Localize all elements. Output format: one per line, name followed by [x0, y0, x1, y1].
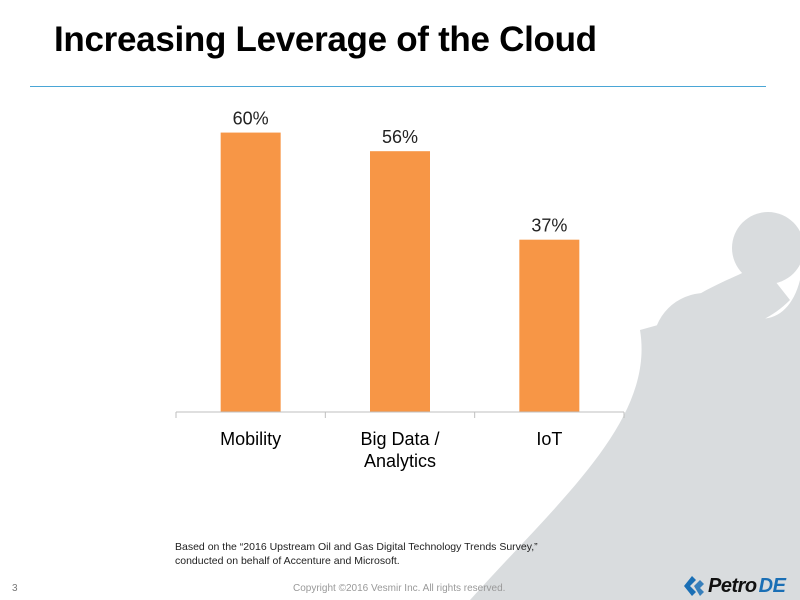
slide-title: Increasing Leverage of the Cloud: [54, 20, 597, 59]
bar-2: [519, 239, 580, 412]
data-label-1: 56%: [382, 127, 418, 147]
category-label-1: Big Data / Analytics: [360, 429, 439, 471]
petrode-logo-icon: [684, 576, 704, 596]
page-number: 3: [12, 583, 18, 594]
source-line-2: conducted on behalf of Accenture and Mic…: [175, 555, 400, 567]
logo-text-de: DE: [758, 574, 786, 597]
title-divider: [30, 86, 766, 87]
copyright-text: Copyright ©2016 Vesmir Inc. All rights r…: [293, 583, 506, 594]
logo-text-petro: Petro: [708, 574, 757, 597]
bar-1: [370, 151, 430, 412]
category-label-0: Mobility: [220, 429, 281, 449]
petrode-logo: Petro DE: [682, 574, 786, 598]
source-note: Based on the “2016 Upstream Oil and Gas …: [175, 540, 538, 568]
data-label-0: 60%: [233, 109, 269, 129]
source-line-1: Based on the “2016 Upstream Oil and Gas …: [175, 541, 538, 553]
bar-0: [220, 132, 281, 413]
category-label-2: IoT: [536, 429, 562, 449]
data-label-2: 37%: [531, 216, 567, 236]
